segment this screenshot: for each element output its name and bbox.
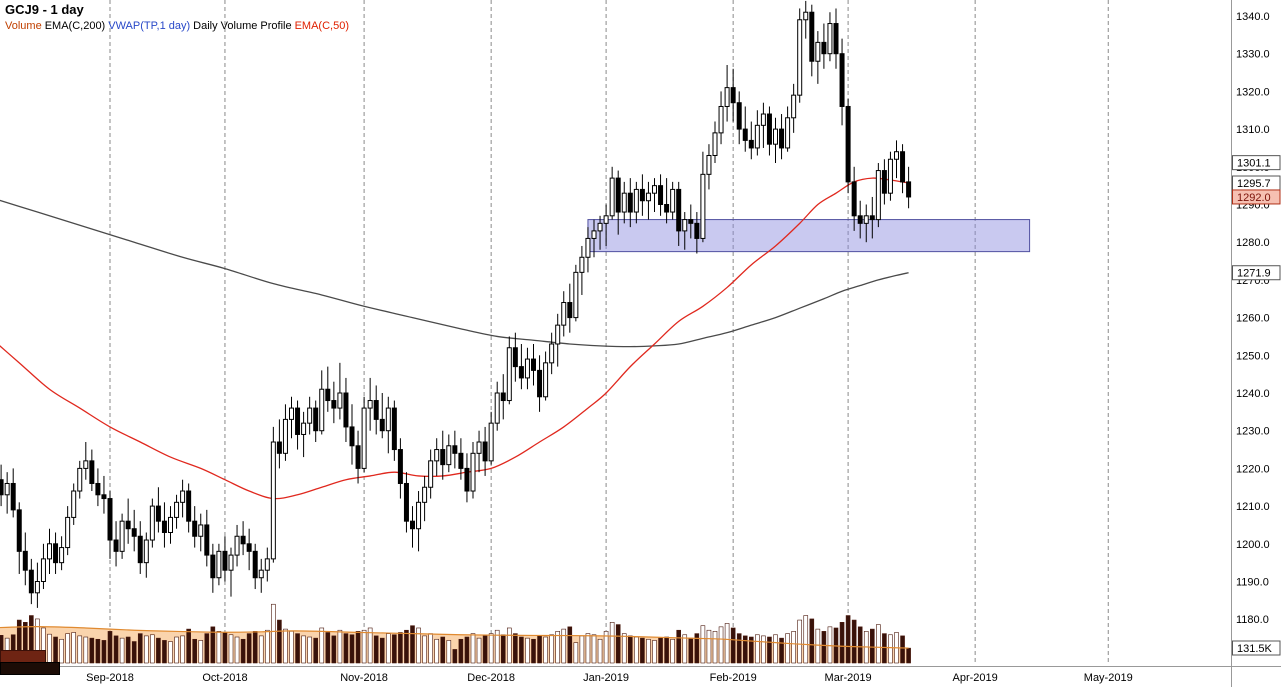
svg-text:1190.0: 1190.0 [1236, 577, 1269, 589]
legend-item-ema-c-50-[interactable]: EMA(C,50) [294, 20, 349, 32]
month-gridlines [109, 0, 1109, 665]
svg-text:1230.0: 1230.0 [1236, 426, 1270, 438]
legend-item-ema-c-200-[interactable]: EMA(C,200) [44, 20, 106, 32]
svg-text:1330.0: 1330.0 [1236, 49, 1270, 61]
svg-text:Apr-2019: Apr-2019 [953, 672, 998, 684]
support-zone-rectangle[interactable] [587, 219, 1031, 253]
svg-text:1210.0: 1210.0 [1236, 501, 1270, 513]
svg-text:1180.0: 1180.0 [1236, 614, 1269, 626]
svg-text:1310.0: 1310.0 [1236, 124, 1270, 136]
study-legend: Volume EMA(C,200) VWAP(TP,1 day) Daily Volu… [5, 20, 352, 32]
svg-text:May-2019: May-2019 [1084, 672, 1133, 684]
svg-text:1320.0: 1320.0 [1236, 86, 1270, 98]
legend-item-volume[interactable]: Volume [5, 20, 42, 32]
svg-text:Dec-2018: Dec-2018 [467, 672, 515, 684]
svg-text:Feb-2019: Feb-2019 [710, 672, 757, 684]
study-value-box [1232, 640, 1281, 656]
svg-text:131.5K: 131.5K [1237, 643, 1273, 655]
svg-text:1280.0: 1280.0 [1236, 237, 1270, 249]
svg-text:1240.0: 1240.0 [1236, 388, 1270, 400]
candles-layer [0, 0, 912, 608]
axis-value-boxes: 1301.1 1295.7 1292.0 1271.9 131.5K [1232, 155, 1281, 656]
svg-text:Mar-2019: Mar-2019 [825, 672, 872, 684]
ema50-line [0, 177, 909, 500]
svg-text:1295.7: 1295.7 [1237, 178, 1271, 190]
svg-text:1260.0: 1260.0 [1236, 313, 1270, 325]
svg-text:1250.0: 1250.0 [1236, 350, 1270, 362]
svg-text:Jan-2019: Jan-2019 [583, 672, 629, 684]
svg-text:1220.0: 1220.0 [1236, 463, 1270, 475]
legend-item-vwap-tp-1-day-[interactable]: VWAP(TP,1 day) [108, 20, 191, 32]
svg-text:1340.0: 1340.0 [1236, 11, 1270, 23]
study-value-box [0, 662, 60, 675]
svg-text:1271.9: 1271.9 [1237, 268, 1271, 280]
price-axis[interactable]: 1180.0 1190.0 1200.0 1210.0 1220.0 1230.0 1240… [1236, 11, 1270, 626]
volume-bars [0, 603, 911, 664]
last-price-box [1232, 189, 1281, 205]
time-axis[interactable]: Sep-2018 Oct-2018 Nov-2018 Dec-2018 Jan-2019… [86, 672, 1133, 684]
svg-text:Oct-2018: Oct-2018 [202, 672, 247, 684]
legend-item-daily-volume-profile[interactable]: Daily Volume Profile [193, 20, 292, 32]
volume-ma-line [0, 626, 909, 649]
ema200-line [0, 199, 909, 348]
svg-text:Sep-2018: Sep-2018 [86, 672, 134, 684]
svg-text:Nov-2018: Nov-2018 [340, 672, 388, 684]
svg-text:1292.0: 1292.0 [1237, 192, 1271, 204]
study-value-box [1232, 265, 1281, 281]
svg-text:1301.1: 1301.1 [1237, 158, 1271, 170]
study-value-box [1232, 155, 1281, 171]
svg-text:1200.0: 1200.0 [1236, 539, 1270, 551]
